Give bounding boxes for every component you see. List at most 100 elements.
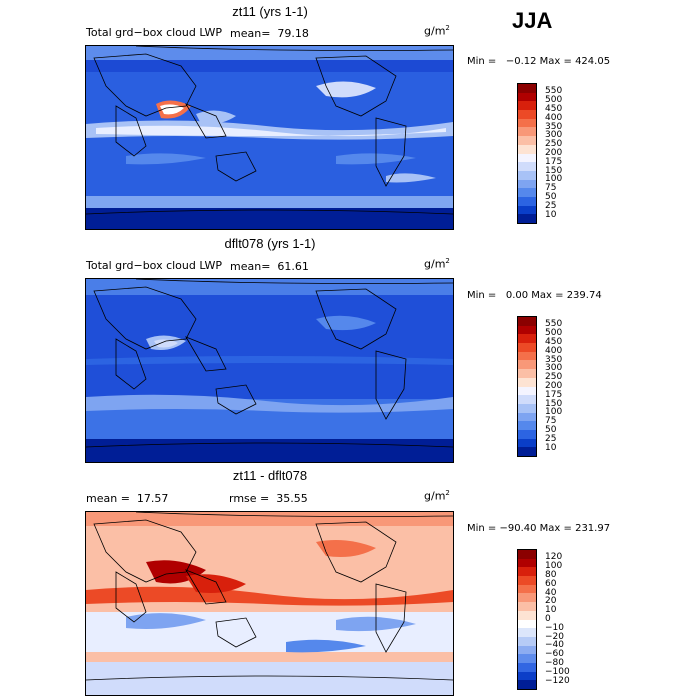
colorbar-swatch [518,334,536,344]
colorbar-swatch [518,593,536,603]
colorbar-tick-label: 200 [545,381,563,391]
colorbar-swatch [518,619,536,629]
colorbar-tick-label: 60 [545,578,557,589]
colorbar-tick-label: 10 [545,209,557,220]
colorbar-swatch [518,584,536,594]
colorbar-tick-label: 120 [545,552,563,563]
colorbar-swatch [518,170,536,180]
colorbar-swatch [518,602,536,611]
panel-1-minmax: Min = −0.12 Max = 424.05 [467,56,611,67]
colorbar-tick-label: 25 [545,433,557,444]
panel-1-title: zt11 (yrs 1-1) [232,4,308,19]
panel-2-mean: mean= 61.61 [230,260,309,273]
colorbar-tick-label: 550 [545,319,563,330]
colorbar-swatch [518,403,536,413]
colorbar-swatch [518,628,536,637]
colorbar-swatch [518,127,536,137]
colorbar-tick-label: 450 [545,336,563,347]
colorbar-tick-label: 50 [545,425,557,436]
colorbar-swatch [518,421,536,430]
colorbar-tick-label: 250 [545,372,563,383]
colorbar-tick-label: 400 [545,345,563,356]
colorbar-swatch [518,412,536,422]
colorbar-swatch [518,550,536,559]
colorbar-tick-label: 150 [545,398,563,409]
colorbar-swatch [518,610,536,620]
panel-1-colorbar [517,83,537,224]
colorbar-tick-label: 200 [545,148,563,158]
panel-1-units: g/m2 [424,24,450,38]
season-label: JJA [512,8,553,33]
colorbar-swatch [518,576,536,585]
colorbar-tick-label: 0 [545,614,551,624]
colorbar-swatch [518,654,536,663]
colorbar-tick-label: 175 [545,389,563,400]
colorbar-tick-label: 400 [545,112,563,123]
colorbar-tick-label: 20 [545,596,557,607]
colorbar-tick-label: 300 [545,363,563,374]
panel-3-rmse: rmse = 35.55 [229,492,308,505]
colorbar-tick-label: 250 [545,139,563,150]
panel-2-title: dflt078 (yrs 1-1) [224,236,316,251]
colorbar-swatch [518,369,536,378]
colorbar-tick-label: 25 [545,200,557,211]
colorbar-swatch [518,343,536,352]
panel-3-mean: mean = 17.57 [86,492,169,505]
colorbar-swatch [518,188,536,197]
colorbar-swatch [518,360,536,370]
colorbar-tick-label: −20 [545,631,564,642]
colorbar-tick-label: 50 [545,192,557,203]
colorbar-tick-label: −60 [545,649,564,660]
colorbar-swatch [518,162,536,171]
panel-3-map [85,511,454,696]
panel-2-map [85,278,454,463]
colorbar-swatch [518,317,536,326]
colorbar-swatch [518,325,536,335]
colorbar-tick-label: 350 [545,121,563,132]
colorbar-tick-label: −100 [545,666,570,677]
panel-2-varname: Total grd−box cloud LWP [86,259,222,272]
panel-2-colorbar [517,316,537,457]
panel-3-units: g/m2 [424,489,450,503]
colorbar-swatch [518,136,536,145]
colorbar-tick-label: 300 [545,130,563,141]
colorbar-swatch [518,153,536,163]
colorbar-tick-label: 10 [545,442,557,453]
colorbar-swatch [518,84,536,93]
colorbar-swatch [518,144,536,154]
panel-1-varname: Total grd−box cloud LWP [86,26,222,39]
colorbar-swatch [518,351,536,361]
colorbar-swatch [518,671,536,681]
panel-3-title: zt11 - dflt078 [232,468,308,483]
colorbar-swatch [518,558,536,568]
colorbar-swatch [518,662,536,672]
colorbar-swatch [518,205,536,215]
colorbar-tick-label: 150 [545,165,563,176]
colorbar-swatch [518,636,536,646]
colorbar-tick-label: 100 [545,174,563,185]
colorbar-swatch [518,179,536,189]
colorbar-swatch [518,680,536,689]
panel-3-minmax: Min = −90.40 Max = 231.97 [467,523,611,534]
colorbar-tick-label: 350 [545,354,563,365]
panel-2-units: g/m2 [424,257,450,271]
colorbar-swatch [518,118,536,128]
colorbar-tick-label: −10 [545,622,564,633]
panel-1-map [85,45,454,230]
colorbar-swatch [518,386,536,396]
colorbar-tick-label: −120 [545,675,570,686]
colorbar-swatch [518,645,536,655]
colorbar-tick-label: 175 [545,156,563,167]
colorbar-swatch [518,214,536,223]
colorbar-tick-label: 450 [545,103,563,114]
colorbar-tick-label: 100 [545,561,563,572]
colorbar-swatch [518,92,536,102]
colorbar-swatch [518,567,536,577]
colorbar-swatch [518,429,536,439]
colorbar-swatch [518,447,536,456]
panel-3-colorbar [517,549,537,690]
colorbar-tick-label: 500 [545,328,563,339]
colorbar-tick-label: −80 [545,658,564,669]
colorbar-tick-label: 10 [545,605,557,616]
colorbar-tick-label: 40 [545,587,557,598]
